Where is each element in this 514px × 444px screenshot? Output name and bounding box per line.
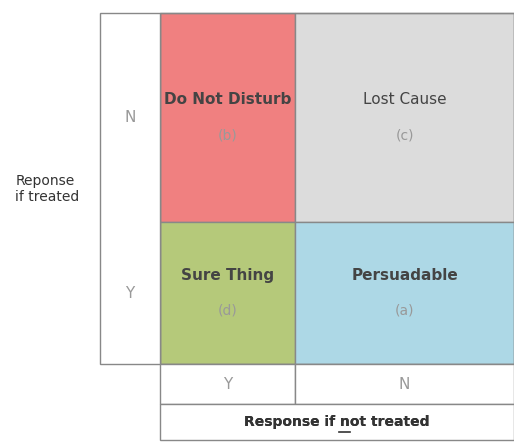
Text: Do Not Disturb: Do Not Disturb	[164, 92, 291, 107]
Bar	[160, 13, 295, 222]
Bar	[295, 222, 514, 364]
Text: Lost Cause: Lost Cause	[363, 92, 446, 107]
Bar	[295, 364, 514, 404]
Text: Y: Y	[125, 285, 135, 301]
Bar	[295, 13, 514, 222]
Text: (b): (b)	[217, 128, 237, 143]
Bar	[160, 404, 514, 440]
Text: N: N	[399, 377, 410, 392]
Text: N: N	[124, 110, 136, 125]
Text: (c): (c)	[395, 128, 414, 143]
Bar	[160, 222, 295, 364]
Text: Response if not treated: Response if not treated	[244, 415, 430, 429]
Text: Y: Y	[223, 377, 232, 392]
Text: (a): (a)	[395, 304, 414, 318]
Text: Persuadable: Persuadable	[351, 268, 458, 283]
Text: Reponse
if treated: Reponse if treated	[15, 174, 80, 204]
Bar	[100, 13, 160, 364]
Bar	[160, 13, 514, 364]
Text: Sure Thing: Sure Thing	[181, 268, 274, 283]
Text: (d): (d)	[217, 304, 237, 318]
Bar	[160, 364, 295, 404]
Text: Response if not treated: Response if not treated	[244, 415, 430, 429]
